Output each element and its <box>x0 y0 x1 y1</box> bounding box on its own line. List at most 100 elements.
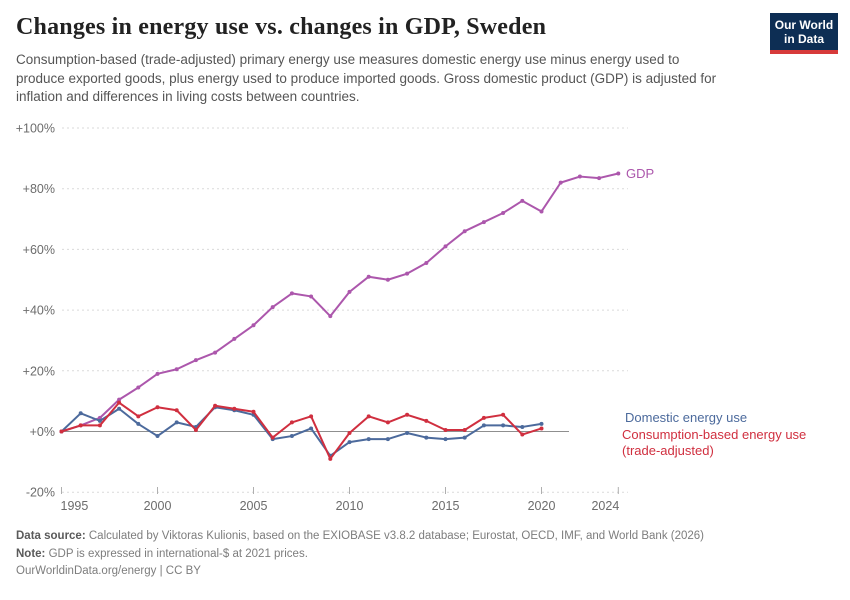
series-point-gdp[interactable] <box>347 289 352 294</box>
series-point-consumption[interactable] <box>385 420 390 425</box>
series-label-consumption-line1: Consumption-based energy use <box>622 427 807 442</box>
series-point-consumption[interactable] <box>309 414 314 419</box>
series-point-consumption[interactable] <box>251 409 256 414</box>
series-point-consumption[interactable] <box>424 418 429 423</box>
series-point-consumption[interactable] <box>405 412 410 417</box>
series-point-domestic[interactable] <box>405 431 410 436</box>
series-point-gdp[interactable] <box>539 209 544 214</box>
series-line-gdp[interactable] <box>60 172 620 433</box>
series-label-consumption-based-energy-use: Consumption-based energy use (trade-adju… <box>622 427 832 458</box>
series-point-consumption[interactable] <box>443 427 448 432</box>
series-point-gdp[interactable] <box>597 176 602 181</box>
series-point-domestic[interactable] <box>155 434 160 439</box>
series-point-domestic[interactable] <box>117 406 122 411</box>
series-point-gdp[interactable] <box>558 180 563 185</box>
series-point-consumption[interactable] <box>270 435 275 440</box>
chart-subtitle: Consumption-based (trade-adjusted) prima… <box>16 52 717 104</box>
series-point-gdp[interactable] <box>232 336 237 341</box>
series-point-domestic[interactable] <box>78 411 83 416</box>
series-point-consumption[interactable] <box>328 456 333 461</box>
series-point-domestic[interactable] <box>481 423 486 428</box>
note-label: Note: <box>16 547 46 560</box>
series-point-domestic[interactable] <box>462 435 467 440</box>
data-source-label: Data source: <box>16 530 86 542</box>
series-label-domestic-energy-use: Domestic energy use <box>625 410 748 425</box>
series-point-consumption[interactable] <box>520 432 525 437</box>
series-point-gdp[interactable] <box>385 277 390 282</box>
page-title: Changes in energy use vs. changes in GDP… <box>16 14 547 40</box>
series-point-consumption[interactable] <box>136 414 141 419</box>
series-point-gdp[interactable] <box>174 367 179 372</box>
series-point-domestic[interactable] <box>520 424 525 429</box>
series-point-gdp[interactable] <box>443 244 448 249</box>
series-point-domestic[interactable] <box>136 421 141 426</box>
series-point-consumption[interactable] <box>501 412 506 417</box>
series-point-domestic[interactable] <box>385 437 390 442</box>
series-point-gdp[interactable] <box>481 220 486 225</box>
series-point-gdp[interactable] <box>366 274 371 279</box>
series-point-gdp[interactable] <box>117 397 122 402</box>
x-axis-tick-label: 2010 <box>336 499 364 513</box>
series-line-consumption[interactable] <box>60 401 543 460</box>
series-point-domestic[interactable] <box>539 421 544 426</box>
series-point-gdp[interactable] <box>270 305 275 310</box>
series-point-consumption[interactable] <box>174 408 179 413</box>
series-point-gdp[interactable] <box>405 271 410 276</box>
series-point-domestic[interactable] <box>309 426 314 431</box>
series-point-gdp[interactable] <box>97 415 102 420</box>
series-point-gdp[interactable] <box>155 371 160 376</box>
x-axis-tick-label: 2015 <box>432 499 460 513</box>
series-point-consumption[interactable] <box>59 429 64 434</box>
series-point-consumption[interactable] <box>155 405 160 410</box>
series-point-domestic[interactable] <box>366 437 371 442</box>
series-line-domestic[interactable] <box>60 406 543 457</box>
series-point-consumption[interactable] <box>213 403 218 408</box>
x-axis-tick-label: 1995 <box>61 499 89 513</box>
series-point-domestic[interactable] <box>347 440 352 445</box>
series-point-domestic[interactable] <box>443 437 448 442</box>
series-point-domestic[interactable] <box>424 435 429 440</box>
series-point-gdp[interactable] <box>289 291 294 296</box>
series-point-gdp[interactable] <box>309 294 314 299</box>
owid-logo-line1: Our World <box>774 17 834 32</box>
series-point-gdp[interactable] <box>424 261 429 266</box>
series-point-consumption[interactable] <box>481 415 486 420</box>
series-point-gdp[interactable] <box>520 198 525 203</box>
series-point-consumption[interactable] <box>462 427 467 432</box>
series-point-consumption[interactable] <box>117 400 122 405</box>
data-source-line: Data source: Calculated by Viktoras Kuli… <box>16 528 836 546</box>
series-point-consumption[interactable] <box>193 427 198 432</box>
x-axis-tick-label: 2020 <box>528 499 556 513</box>
series-point-domestic[interactable] <box>501 423 506 428</box>
y-axis-tick-label: +20% <box>23 364 55 378</box>
series-point-gdp[interactable] <box>577 174 582 179</box>
series-point-consumption[interactable] <box>347 431 352 436</box>
series-point-consumption[interactable] <box>232 406 237 411</box>
series-point-gdp[interactable] <box>616 171 621 176</box>
series-point-consumption[interactable] <box>97 423 102 428</box>
series-point-gdp[interactable] <box>462 229 467 234</box>
data-source-text: Calculated by Viktoras Kulionis, based o… <box>85 530 705 542</box>
series-point-domestic[interactable] <box>289 434 294 439</box>
series-point-consumption[interactable] <box>539 426 544 431</box>
series-point-gdp[interactable] <box>251 323 256 328</box>
series-point-gdp[interactable] <box>501 210 506 215</box>
series-point-consumption[interactable] <box>289 420 294 425</box>
series-point-consumption[interactable] <box>78 423 83 428</box>
owid-logo[interactable]: Our World in Data <box>770 13 838 54</box>
series-point-gdp[interactable] <box>328 314 333 319</box>
series-point-gdp[interactable] <box>136 385 141 390</box>
note-line: Note: GDP is expressed in international-… <box>16 546 836 564</box>
x-axis-tick-label: 2000 <box>144 499 172 513</box>
license-line: OurWorldinData.org/energy | CC BY <box>16 565 201 577</box>
x-axis-tick-label: 2005 <box>240 499 268 513</box>
chart-footer: Data source: Calculated by Viktoras Kuli… <box>16 528 836 581</box>
series-point-domestic[interactable] <box>97 418 102 423</box>
y-axis-tick-label: -20% <box>26 486 55 500</box>
series-point-domestic[interactable] <box>174 420 179 425</box>
series-point-gdp[interactable] <box>193 358 198 363</box>
series-point-gdp[interactable] <box>213 350 218 355</box>
series-point-consumption[interactable] <box>366 414 371 419</box>
